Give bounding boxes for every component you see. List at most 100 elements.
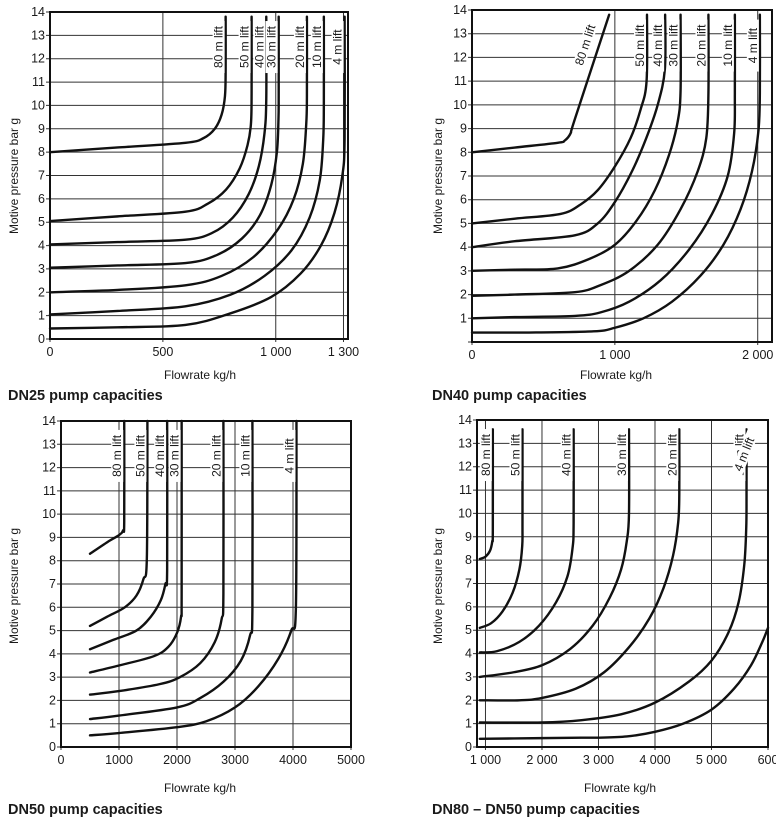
svg-text:4 m lift: 4 m lift — [331, 29, 345, 65]
y-tick-label: 12 — [458, 460, 472, 474]
svg-text:80 m lift: 80 m lift — [212, 25, 226, 68]
series-line — [48, 15, 326, 316]
svg-text:40 m lift: 40 m lift — [560, 433, 574, 476]
y-tick-label: 9 — [49, 530, 56, 544]
chart-caption: DN50 pump capacities — [8, 802, 163, 818]
series-label: 4 m lift — [331, 21, 345, 74]
series-line — [470, 13, 682, 273]
series-label: 20 m lift — [665, 429, 679, 482]
y-tick-label: 10 — [458, 506, 472, 520]
series-line — [88, 419, 169, 651]
y-tick-label: 7 — [465, 577, 472, 591]
plot-frame — [471, 9, 773, 343]
y-tick-label: 6 — [38, 192, 45, 206]
series-line — [470, 13, 762, 334]
series-label: 10 m lift — [310, 21, 324, 74]
svg-text:10 m lift: 10 m lift — [238, 434, 252, 477]
x-tick-label: 4 000 — [639, 753, 670, 767]
y-tick-label: 1 — [465, 717, 472, 731]
svg-text:50 m lift: 50 m lift — [133, 434, 147, 477]
chart-caption: DN25 pump capacities — [8, 388, 163, 404]
x-axis-label: Flowrate kg/h — [163, 368, 237, 382]
svg-text:10 m lift: 10 m lift — [310, 25, 324, 68]
series-label: 50 m lift — [508, 429, 522, 482]
y-tick-label: 1 — [49, 717, 56, 731]
x-tick-label: 1 000 — [470, 753, 501, 767]
y-tick-label: 5 — [460, 216, 467, 230]
series-line — [48, 15, 268, 246]
series-label: 30 m lift — [168, 429, 182, 482]
y-tick-label: 9 — [38, 122, 45, 136]
y-tick-label: 7 — [49, 577, 56, 591]
series-label: 20 m lift — [293, 21, 307, 74]
y-tick-label: 2 — [465, 693, 472, 707]
series-line — [478, 428, 748, 724]
y-tick-label: 9 — [465, 530, 472, 544]
y-tick-label: 5 — [38, 215, 45, 229]
x-tick-label: 1000 — [105, 753, 133, 767]
chart-dn25: 0 1 2 3 4 5 6 7 8 9 10 11 12 13 14 0 500 1 000 1 300 80 m l… — [0, 0, 388, 410]
x-tick-label: 2 000 — [526, 753, 557, 767]
y-tick-label: 10 — [42, 507, 56, 521]
series-line — [470, 13, 667, 249]
series-label: 40 m lift — [560, 429, 574, 482]
svg-text:50 m lift: 50 m lift — [238, 25, 252, 68]
series-line — [88, 419, 225, 696]
series-line — [88, 419, 298, 737]
x-tick-label: 600 — [758, 753, 776, 767]
y-tick-label: 10 — [453, 98, 467, 112]
y-tick-label: 4 — [465, 647, 472, 661]
y-tick-label: 8 — [465, 553, 472, 567]
y-tick-label: 3 — [460, 264, 467, 278]
svg-text:20 m lift: 20 m lift — [293, 25, 307, 68]
svg-text:50 m lift: 50 m lift — [633, 24, 647, 67]
y-tick-label: 4 — [49, 647, 56, 661]
y-tick-label: 4 — [38, 239, 45, 253]
y-tick-label: 1 — [38, 309, 45, 323]
series-line — [478, 428, 631, 679]
y-tick-label: 14 — [458, 413, 472, 427]
y-tick-label: 7 — [460, 169, 467, 183]
y-tick-label: 1 — [460, 311, 467, 325]
series-label: 80 m lift — [479, 429, 493, 482]
svg-text:30 m lift: 30 m lift — [667, 24, 681, 67]
series-label: 20 m lift — [694, 19, 708, 72]
y-tick-label: 8 — [49, 554, 56, 568]
x-tick-label: 1 000 — [260, 345, 291, 359]
y-tick-label: 11 — [459, 483, 472, 497]
series-line — [470, 13, 710, 297]
y-tick-label: 2 — [38, 285, 45, 299]
series-line — [88, 419, 183, 674]
y-axis-label: Motive pressure bar g — [7, 527, 21, 645]
y-tick-label: 9 — [460, 122, 467, 136]
y-tick-label: 6 — [460, 193, 467, 207]
series-label: 10 m lift — [721, 19, 735, 72]
chart-dn50: 0 1 2 3 4 5 6 7 8 9 10 11 12 13 14 0 1000 2000 3000 4000 500… — [0, 410, 388, 818]
y-tick-label: 0 — [38, 332, 45, 346]
series-line — [470, 13, 649, 225]
series-line — [48, 15, 280, 269]
series-label: 80 m lift — [212, 21, 226, 74]
chart-dn80: 0 1 2 3 4 5 6 7 8 9 10 11 12 13 14 1 000 2 000 3 000 4 000… — [388, 410, 776, 818]
svg-text:4 m lift: 4 m lift — [746, 27, 760, 63]
x-tick-label: 500 — [152, 345, 173, 359]
series-label: 50 m lift — [633, 19, 647, 72]
svg-text:40 m lift: 40 m lift — [651, 24, 665, 67]
x-axis-label: Flowrate kg/h — [579, 368, 653, 382]
series-label: 30 m lift — [265, 21, 279, 74]
series-line — [48, 15, 309, 294]
series-label: 40 m lift — [153, 429, 167, 482]
y-tick-label: 2 — [460, 288, 467, 302]
series-line — [48, 15, 346, 330]
x-axis-label: Flowrate kg/h — [583, 781, 657, 795]
series-label: 40 m lift — [252, 21, 266, 74]
x-tick-label: 3000 — [221, 753, 249, 767]
y-tick-label: 13 — [31, 28, 45, 42]
series-line — [470, 13, 737, 320]
y-axis-label: Motive pressure bar g — [7, 117, 21, 235]
svg-text:20 m lift: 20 m lift — [665, 433, 679, 476]
